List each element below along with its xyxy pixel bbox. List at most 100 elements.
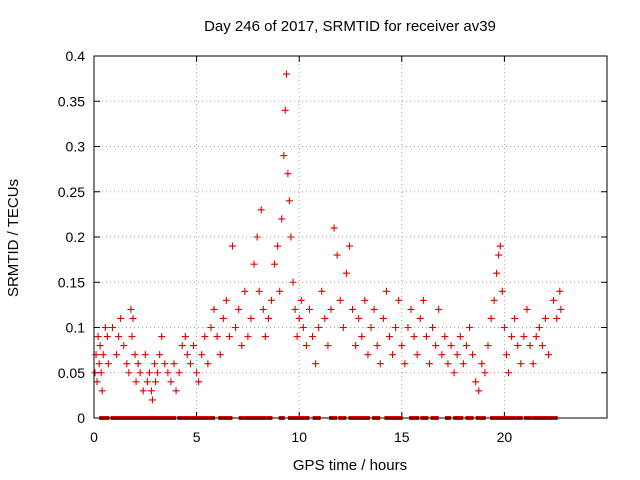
data-point — [164, 369, 172, 377]
data-point — [113, 351, 121, 359]
data-point — [98, 387, 106, 395]
data-point — [330, 224, 338, 232]
y-tick-label: 0.2 — [66, 229, 86, 245]
data-point — [257, 206, 265, 214]
data-point — [195, 378, 203, 386]
data-point — [305, 305, 313, 313]
data-point — [523, 305, 531, 313]
data-point — [545, 351, 553, 359]
data-point — [134, 360, 142, 368]
data-point — [167, 378, 175, 386]
chart-title: Day 246 of 2017, SRMTID for receiver av3… — [204, 18, 496, 35]
data-point — [143, 378, 151, 386]
data-point — [447, 342, 455, 350]
x-axis-label: GPS time / hours — [293, 457, 407, 474]
data-point — [250, 260, 258, 268]
data-point — [385, 333, 393, 341]
data-point — [295, 314, 303, 322]
data-point — [172, 387, 180, 395]
data-point — [361, 296, 369, 304]
grid — [94, 56, 607, 418]
data-point — [280, 152, 288, 160]
data-point — [128, 333, 136, 341]
y-tick-label: 0.05 — [58, 365, 85, 381]
data-point — [117, 314, 125, 322]
data-point — [373, 342, 381, 350]
data-point — [364, 351, 372, 359]
data-point — [392, 324, 400, 331]
data-point — [123, 360, 131, 368]
data-point — [152, 378, 160, 386]
data-point — [284, 170, 292, 178]
data-point — [129, 314, 137, 322]
data-point — [297, 296, 305, 304]
data-point — [379, 314, 387, 322]
data-point — [505, 369, 513, 377]
data-point — [318, 287, 326, 295]
data-point — [190, 342, 198, 350]
data-point — [401, 360, 409, 368]
data-point — [131, 351, 139, 359]
data-point — [556, 287, 564, 295]
data-point — [276, 287, 284, 295]
data-point — [104, 360, 112, 368]
data-point — [158, 333, 166, 341]
data-point — [339, 324, 347, 331]
data-point — [432, 342, 440, 350]
data-point — [312, 360, 320, 368]
data-point — [336, 296, 344, 304]
data-point — [235, 305, 243, 313]
data-point — [259, 305, 267, 313]
data-point — [413, 351, 421, 359]
data-point — [183, 351, 191, 359]
data-point — [553, 314, 561, 322]
data-point — [370, 305, 378, 313]
data-point — [287, 233, 295, 241]
data-point — [472, 378, 480, 386]
data-point — [175, 369, 183, 377]
data-point — [315, 324, 323, 331]
data-point — [154, 369, 162, 377]
plot-frame — [93, 55, 608, 419]
data-point — [520, 333, 528, 341]
y-tick-label: 0.4 — [66, 48, 86, 64]
data-point — [120, 342, 128, 350]
data-point — [267, 296, 275, 304]
data-point — [444, 360, 452, 368]
data-point — [529, 360, 537, 368]
data-point — [410, 333, 418, 341]
data-point — [125, 369, 133, 377]
data-point — [222, 296, 230, 304]
data-point — [278, 215, 286, 223]
data-point — [511, 314, 519, 322]
data-point — [115, 333, 123, 341]
data-point — [238, 342, 246, 350]
data-point — [213, 333, 221, 341]
data-point — [438, 351, 446, 359]
data-point — [535, 324, 543, 331]
data-point — [441, 333, 449, 341]
data-point — [333, 251, 341, 259]
data-point — [95, 360, 103, 368]
data-point — [475, 387, 483, 395]
x-tick-label: 0 — [90, 429, 98, 445]
data-point — [345, 242, 353, 250]
data-point — [97, 369, 105, 377]
data-point — [229, 242, 237, 250]
data-point — [145, 369, 153, 377]
data-point — [271, 260, 279, 268]
data-point — [99, 351, 107, 359]
data-point — [241, 287, 249, 295]
data-point — [389, 351, 397, 359]
x-tick-label: 10 — [291, 429, 307, 445]
data-point — [481, 369, 489, 377]
data-point — [282, 70, 290, 78]
y-tick-label: 0.1 — [66, 320, 86, 336]
data-point — [456, 333, 464, 341]
data-point — [151, 360, 159, 368]
data-point — [450, 369, 458, 377]
data-point — [422, 333, 430, 341]
data-point — [416, 314, 424, 322]
data-point — [94, 333, 102, 341]
